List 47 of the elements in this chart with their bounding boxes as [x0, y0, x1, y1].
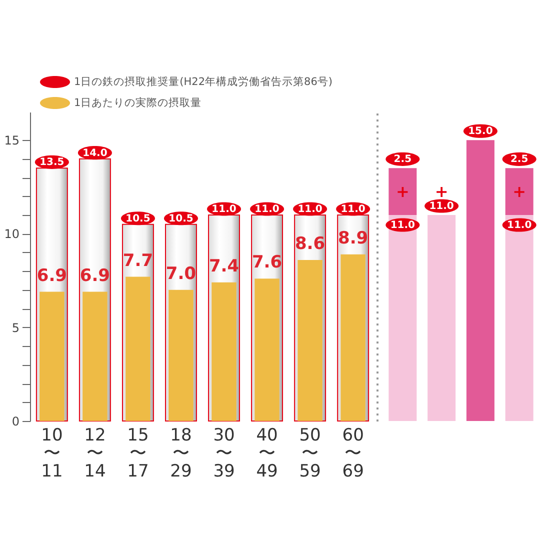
legend-label: 1日の鉄の摂取推奨量(H22年構成労働省告示第86号) — [74, 75, 332, 88]
bar — [254, 278, 280, 421]
data-label: 13.5 — [40, 157, 64, 168]
data-label: 15.0 — [468, 126, 493, 138]
x-tick-label: 30〜39 — [213, 426, 235, 482]
data-label: 11.0 — [254, 204, 280, 215]
annotation: + — [434, 182, 448, 201]
data-label: 10.5 — [126, 213, 150, 224]
data-label: 11.0 — [429, 201, 454, 212]
data-label: 7.6 — [252, 252, 282, 273]
bar — [212, 282, 236, 421]
data-label: 2.5 — [394, 154, 412, 166]
data-label: 10.5 — [168, 213, 194, 224]
x-tick-label: 40〜49 — [256, 426, 278, 482]
data-label: 2.5 — [510, 154, 528, 166]
data-label: 11.0 — [298, 204, 322, 215]
bar — [82, 292, 108, 421]
data-label: 8.9 — [338, 228, 368, 248]
x-tick-label: 12〜14 — [84, 426, 106, 482]
annotation: + — [396, 182, 410, 202]
bar — [340, 254, 366, 421]
data-label: 11.0 — [506, 220, 532, 231]
bar — [126, 276, 150, 421]
data-label: 7.7 — [122, 250, 154, 271]
annotation: + — [512, 182, 526, 202]
bar — [168, 290, 194, 421]
bar — [40, 292, 64, 421]
data-label: 8.6 — [294, 234, 326, 254]
data-label: 11.0 — [340, 204, 366, 215]
bar — [298, 260, 322, 421]
data-label: 11.0 — [390, 220, 416, 231]
data-label: 6.9 — [80, 266, 110, 286]
data-label: 7.0 — [166, 264, 196, 284]
data-label: 6.9 — [36, 266, 67, 286]
y-tick-label: 15 — [4, 134, 20, 148]
x-tick-label: 15〜17 — [127, 426, 149, 482]
x-tick-label: 50〜59 — [299, 426, 321, 482]
data-label: 11.0 — [212, 204, 236, 215]
data-label: 14.0 — [82, 148, 108, 159]
x-tick-label: 18〜29 — [170, 426, 192, 482]
y-tick-label: 5 — [12, 320, 20, 335]
x-tick-label: 10〜11 — [41, 426, 63, 482]
y-tick-label: 0 — [12, 414, 20, 428]
data-label: 7.4 — [208, 256, 240, 276]
y-tick-label: 10 — [4, 227, 20, 242]
legend-label: 1日あたりの実際の摂取量 — [74, 96, 202, 109]
x-tick-label: 60〜69 — [342, 426, 364, 482]
